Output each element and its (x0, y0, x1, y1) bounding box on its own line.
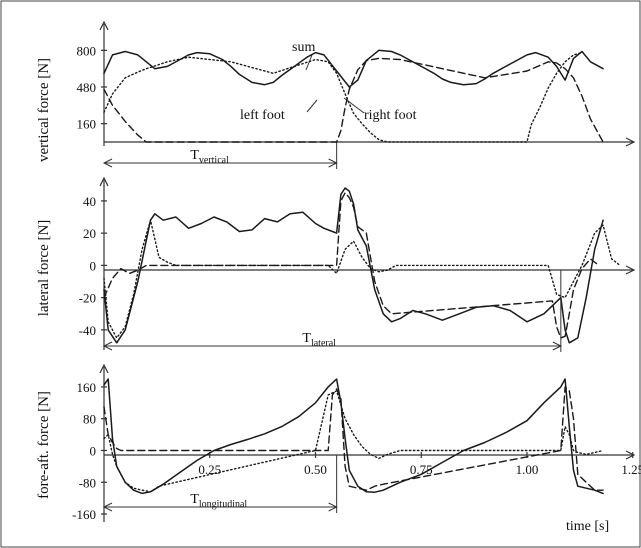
y-tick-label: 800 (77, 43, 97, 58)
y-tick-label: -80 (79, 475, 96, 490)
y-axis-arrow (99, 20, 109, 31)
period-arrow-head-right (552, 341, 562, 351)
annotation-right-foot: right foot (364, 108, 417, 123)
x-tick-label: 0.75 (410, 462, 433, 477)
y-tick-label: 0 (90, 258, 97, 273)
y-tick-label: 20 (83, 226, 96, 241)
annotation-left-foot-pointer (306, 99, 318, 113)
series-line-right (103, 51, 583, 143)
panel-vertical-force: vertical force [N] sum left foot right f… (36, 20, 636, 169)
period-arrow-head-left (102, 341, 113, 351)
period-label: Tvertical (190, 148, 229, 166)
x-tick-label: 1.00 (516, 462, 539, 477)
y-tick-label: 480 (77, 80, 97, 95)
y-axis-label-lateral: lateral force [N] (36, 220, 52, 317)
annotation-sum-pointer (305, 54, 313, 71)
panel-lateral-force: lateral force [N] 40 20 0 -20 -40 Tlateral (36, 176, 636, 352)
period-label: Tlongitudinal (190, 492, 247, 510)
y-axis-label-fore-aft: fore-aft. force [N] (36, 391, 52, 499)
period-arrow-head-left (102, 502, 113, 512)
y-tick-label: 160 (77, 117, 97, 132)
y-tick-label: 0 (90, 443, 97, 458)
period-label: Tlateral (302, 331, 336, 349)
y-tick-label: 80 (83, 412, 96, 427)
x-axis-arrow (625, 265, 636, 275)
y-tick-label: 160 (77, 380, 97, 395)
period-arrow-head-right (328, 158, 338, 168)
series-line-left (103, 57, 604, 143)
x-tick-label: 0.50 (304, 462, 327, 477)
y-tick-label: 40 (83, 194, 96, 209)
series-line-left (103, 192, 600, 339)
x-axis-arrow (625, 137, 636, 147)
series-line-right (103, 219, 621, 339)
x-axis-label: time [s] (566, 519, 609, 534)
y-tick-label: -20 (79, 291, 96, 306)
y-axis-arrow (99, 363, 109, 374)
y-axis-arrow (99, 176, 109, 187)
y-tick-label: -160 (72, 507, 96, 522)
y-tick-label: -40 (79, 323, 96, 338)
x-tick-label: 0.25 (198, 462, 221, 477)
x-axis-arrow (625, 450, 636, 460)
y-axis-label-vertical: vertical force [N] (36, 58, 52, 162)
panel-fore-aft-force: fore-aft. force [N] time [s] 160 80 0 -80 -1… (36, 363, 641, 534)
x-tick-label: 1.25 (621, 462, 641, 477)
series-line-left (103, 386, 604, 491)
annotation-sum: sum (292, 40, 315, 55)
series-line-sum (103, 187, 604, 344)
series-line-right (103, 390, 604, 493)
period-arrow-head-left (102, 158, 113, 168)
annotation-left-foot: left foot (240, 108, 285, 123)
series-line-sum (103, 49, 604, 88)
period-arrow-head-right (328, 502, 338, 512)
